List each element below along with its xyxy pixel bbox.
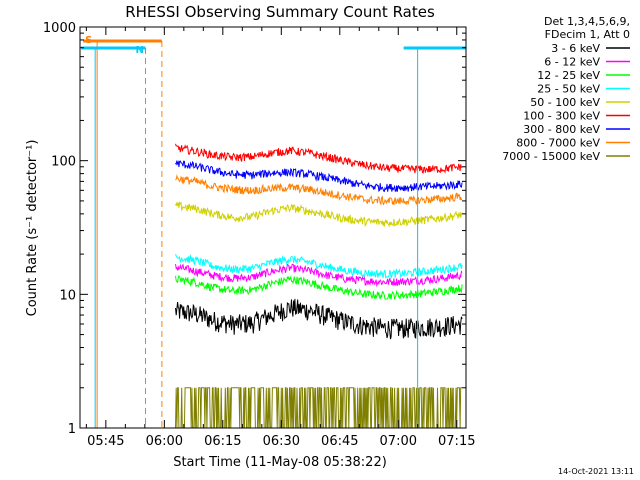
series-line-3 [175, 253, 463, 280]
series-line-0 [175, 298, 463, 340]
legend-label-8: 7000 - 15000 keV [502, 150, 600, 163]
legend-label-1: 6 - 12 keV [544, 56, 600, 69]
marker-label-0: S [85, 35, 92, 46]
legend-header-1: Det 1,3,4,5,6,9, [544, 15, 630, 28]
x-tick-label-2: 06:15 [204, 434, 241, 449]
legend-header-2: FDecim 1, Att 0 [545, 28, 630, 41]
x-tick-label-0: 05:45 [87, 434, 124, 449]
x-tick-label-4: 06:45 [321, 434, 358, 449]
y-ticks: 1 10 100 1000 [43, 21, 466, 437]
legend-label-4: 50 - 100 keV [530, 96, 600, 109]
series-line-7 [175, 174, 463, 206]
y-tick-label-1: 10 [59, 288, 76, 303]
y-tick-label-3: 1000 [43, 21, 76, 36]
y-axis-label: Count Rate (s⁻¹ detector⁻¹) [25, 140, 40, 317]
series-line-1 [175, 263, 463, 288]
plot-area: SN [79, 26, 467, 429]
timestamp: 14-Oct-2021 13:11 [558, 467, 634, 476]
plot-frame [79, 26, 467, 429]
series-line-6 [175, 160, 463, 193]
legend-label-3: 25 - 50 keV [537, 83, 600, 96]
series-line-8 [175, 387, 463, 429]
x-tick-label-6: 07:15 [438, 434, 475, 449]
legend: Det 1,3,4,5,6,9, FDecim 1, Att 0 3 - 6 k… [502, 15, 630, 163]
series-line-2 [175, 275, 463, 300]
x-tick-label-3: 06:30 [263, 434, 300, 449]
legend-label-5: 100 - 300 keV [523, 110, 600, 123]
chart-title: RHESSI Observing Summary Count Rates [125, 3, 435, 21]
legend-label-6: 300 - 800 keV [523, 123, 600, 136]
x-ticks: 05:45 06:00 06:15 06:30 06:45 07:00 07:15 [85, 27, 475, 449]
x-tick-label-5: 07:00 [380, 434, 417, 449]
y-tick-label-0: 1 [68, 422, 76, 437]
series-line-5 [175, 143, 463, 174]
x-tick-label-1: 06:00 [146, 434, 183, 449]
legend-label-0: 3 - 6 keV [551, 42, 600, 55]
legend-label-2: 12 - 25 keV [537, 69, 600, 82]
legend-label-7: 800 - 7000 keV [516, 137, 600, 150]
y-tick-label-2: 100 [51, 155, 76, 170]
marker-label-1: N [136, 45, 144, 56]
x-axis-label: Start Time (11-May-08 05:38:22) [173, 455, 387, 470]
series-line-4 [175, 201, 463, 228]
